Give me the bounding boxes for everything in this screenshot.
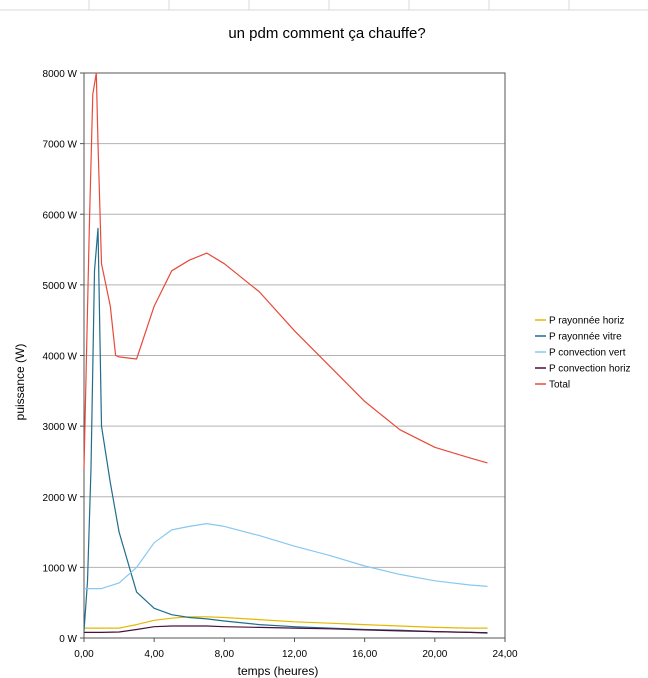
series-lines [83, 72, 488, 634]
legend-label: P rayonnée horiz [549, 316, 624, 327]
series-line-4 [84, 625, 488, 634]
y-tick-label: 3000 W [43, 422, 78, 433]
y-tick-label: 8000 W [43, 69, 78, 80]
y-tick-label: 6000 W [43, 210, 78, 221]
y-axis-label: puissance (W) [13, 344, 27, 421]
chart-title: un pdm comment ça chauffe? [228, 25, 425, 42]
x-tick-label: 8,00 [215, 649, 235, 660]
legend-label: P rayonnée vitre [549, 332, 622, 343]
y-tick-label: 2000 W [43, 493, 78, 504]
y-tick-label: 0 W [59, 634, 77, 645]
y-tick-label: 1000 W [43, 563, 78, 574]
x-tick-label: 24,00 [492, 649, 517, 660]
y-tick-label: 5000 W [43, 281, 78, 292]
legend: P rayonnée horiz P rayonnée vitre P convec… [535, 316, 631, 391]
x-tick-label: 12,00 [282, 649, 307, 660]
series-line-5 [83, 72, 488, 469]
y-tick-label: 4000 W [43, 352, 78, 363]
spreadsheet-grid-lines [0, 0, 648, 11]
y-tick-label: 7000 W [43, 140, 78, 151]
x-axis-label: temps (heures) [238, 664, 319, 678]
x-tick-label: 16,00 [352, 649, 377, 660]
x-axis-ticks: 0,00 4,00 8,00 12,00 16,00 20,00 24,00 [74, 638, 518, 660]
series-line-2 [83, 227, 488, 634]
series-line-1 [84, 616, 488, 629]
legend-label: Total [549, 380, 570, 391]
x-tick-label: 20,00 [422, 649, 447, 660]
series-line-3 [84, 523, 488, 590]
legend-label: P convection horiz [549, 364, 631, 375]
x-tick-label: 0,00 [74, 649, 94, 660]
x-tick-label: 4,00 [144, 649, 164, 660]
y-axis-ticks: 0 W 1000 W 2000 W 3000 W 4000 W 5000 W 6000 W 7… [43, 69, 84, 645]
legend-label: P convection vert [549, 348, 626, 359]
